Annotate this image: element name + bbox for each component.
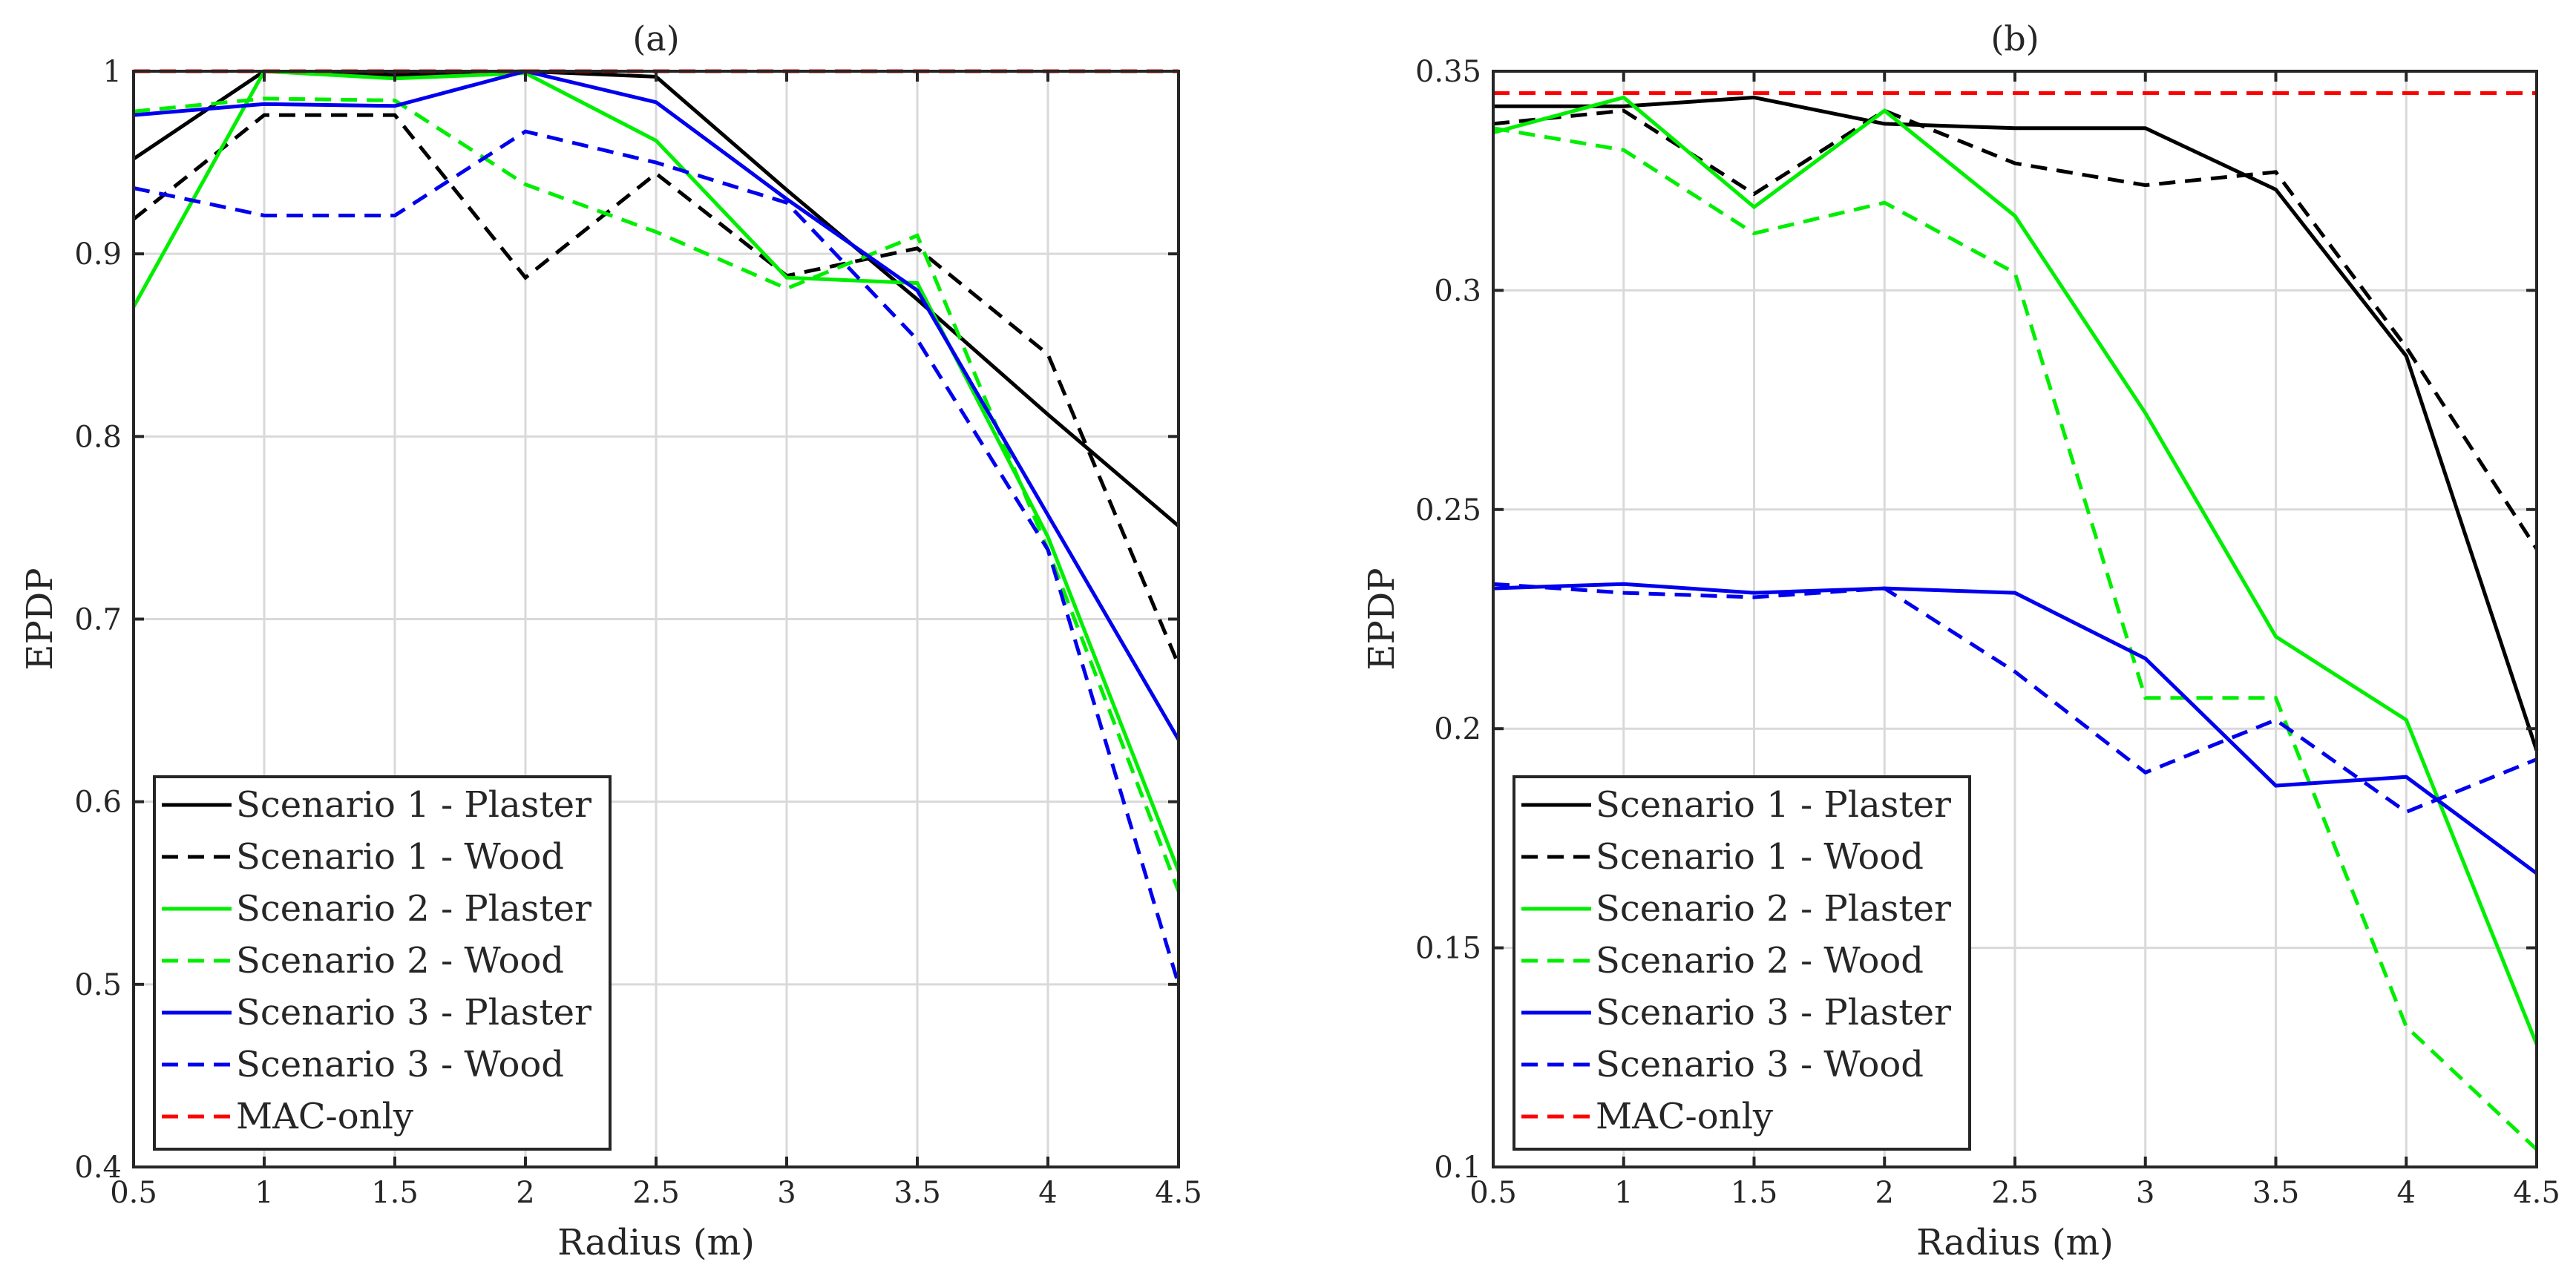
y-tick-label: 0.3 [1434,274,1481,308]
x-tick-label: 2.5 [632,1176,680,1210]
legend-label-scenario-2-plaster: Scenario 2 - Plaster [1596,888,1951,930]
legend-label-scenario-2-wood: Scenario 2 - Wood [1596,940,1924,982]
x-tick-label: 3.5 [894,1176,941,1210]
chart-panel-a: 0.5 1 1.5 2 2.5 3 3.5 4 4.50.40.50.60.70.80.91(a… [19,19,1202,1263]
y-tick-label: 0.25 [1415,493,1481,527]
legend-box [1513,775,1971,1151]
y-tick-label: 0.1 [1434,1151,1481,1185]
y-tick-label: 0.7 [74,603,122,637]
x-tick-label: 4.5 [2513,1176,2560,1210]
legend-label-scenario-1-wood: Scenario 1 - Wood [1596,836,1924,878]
x-tick-label: 2 [1875,1176,1894,1210]
series-line-scenario-2-plaster [1492,95,2539,1045]
series-line-scenario-2-wood [133,96,1181,892]
legend-label-scenario-1-plaster: Scenario 1 - Plaster [236,784,591,826]
chart-title: (a) [632,19,679,59]
y-tick-label: 0.35 [1415,55,1481,89]
legend-label-scenario-2-wood: Scenario 2 - Wood [236,940,564,982]
y-tick-label: 0.8 [74,420,122,454]
x-tick-label: 3 [777,1176,796,1210]
series-line-scenario-2-plaster [131,69,1181,872]
x-tick-label: 1.5 [1731,1176,1778,1210]
legend-label-scenario-3-wood: Scenario 3 - Wood [236,1044,564,1085]
x-tick-label: 3 [2136,1176,2154,1210]
series-line-scenario-3-plaster [1492,582,2538,875]
y-tick-label: 0.9 [74,237,122,272]
legend-label-scenario-1-plaster: Scenario 1 - Plaster [1596,784,1951,826]
y-tick-label: 0.6 [74,786,122,820]
chart-panel-b: 0.5 1 1.5 2 2.5 3 3.5 4 4.5 0.1 0.15 0.2 0.25 0.3 0.35… [1361,19,2560,1263]
x-tick-label: 4 [1038,1176,1057,1210]
x-axis-label: Radius (m) [1916,1222,2114,1263]
legend: Scenario 1 - Plaster Scenario 1 - Wood Sce… [153,775,612,1151]
series-line-scenario-2-wood [1492,126,2538,1151]
series-line-scenario-1-wood [1492,108,2539,550]
series-line-scenario-1-plaster [1493,95,2539,752]
x-tick-label: 3.5 [2252,1176,2300,1210]
x-tick-label: 1.5 [371,1176,419,1210]
x-tick-label: 0.5 [1469,1176,1517,1210]
series-line-scenario-3-plaster [133,69,1181,741]
y-tick-label: 1 [103,55,122,89]
legend-label-scenario-2-plaster: Scenario 2 - Plaster [236,888,591,930]
y-tick-label: 0.5 [74,968,122,1002]
x-tick-label: 4 [2397,1176,2416,1210]
chart-title: (b) [1990,19,2039,59]
legend: Scenario 1 - Plaster Scenario 1 - Wood Sce… [1513,775,1971,1151]
legend-label-mac-only: MAC-only [236,1096,413,1137]
legend-label-mac-only: MAC-only [1596,1096,1773,1137]
series-line-scenario-1-wood [132,113,1181,665]
x-tick-label: 0.5 [110,1176,157,1210]
x-tick-label: 4.5 [1155,1176,1202,1210]
y-tick-label: 0.4 [74,1151,122,1185]
y-tick-label: 0.2 [1434,712,1481,746]
legend-label-scenario-3-wood: Scenario 3 - Wood [1596,1044,1924,1085]
legend-label-scenario-1-wood: Scenario 1 - Wood [236,836,564,878]
y-tick-label: 0.15 [1415,932,1481,966]
series-line-scenario-3-wood [133,129,1181,985]
x-tick-label: 1 [1614,1176,1633,1210]
x-tick-label: 2.5 [1991,1176,2039,1210]
legend-label-scenario-3-plaster: Scenario 3 - Plaster [1596,992,1951,1033]
legend-label-scenario-3-plaster: Scenario 3 - Plaster [236,992,591,1033]
y-axis-label: EPDP [1361,568,1403,670]
x-axis-label: Radius (m) [557,1222,755,1263]
x-tick-label: 1 [255,1176,273,1210]
series-line-scenario-3-wood [1492,582,2537,815]
x-tick-label: 2 [516,1176,534,1210]
legend-box [153,775,612,1151]
y-axis-label: EPDP [19,568,61,670]
